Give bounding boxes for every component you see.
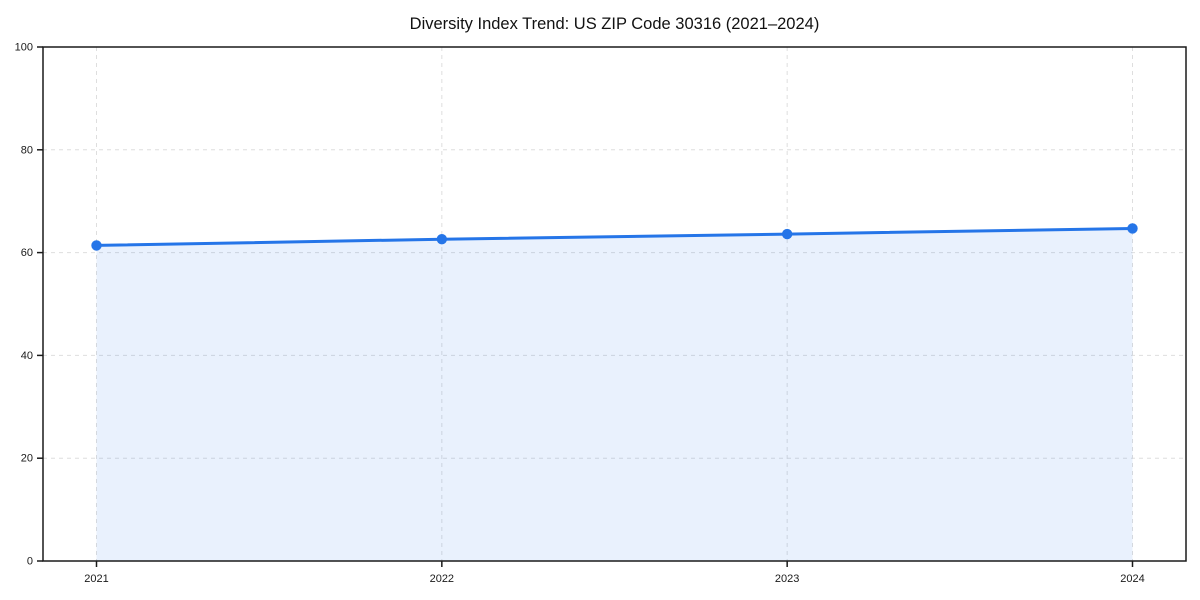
y-tick-label: 100 bbox=[15, 42, 33, 54]
data-point bbox=[91, 240, 102, 251]
data-point bbox=[1127, 223, 1138, 234]
x-tick-label: 2023 bbox=[775, 573, 799, 585]
data-point bbox=[436, 234, 448, 245]
y-tick-label: 40 bbox=[21, 350, 33, 362]
x-tick-label: 2021 bbox=[84, 573, 108, 585]
data-point bbox=[781, 228, 793, 240]
y-tick-label: 0 bbox=[27, 556, 33, 568]
plot-border bbox=[42, 46, 1187, 562]
y-tick-label: 20 bbox=[21, 453, 33, 465]
trend-line bbox=[95, 226, 1134, 247]
area-fill bbox=[96, 228, 1133, 561]
chart-title: Diversity Index Trend: US ZIP Code 30316… bbox=[409, 15, 820, 33]
x-tick-label: 2022 bbox=[430, 573, 454, 585]
y-tick-label: 60 bbox=[21, 247, 33, 259]
x-tick-label: 2024 bbox=[1120, 573, 1144, 585]
y-tick-label: 80 bbox=[21, 144, 33, 156]
